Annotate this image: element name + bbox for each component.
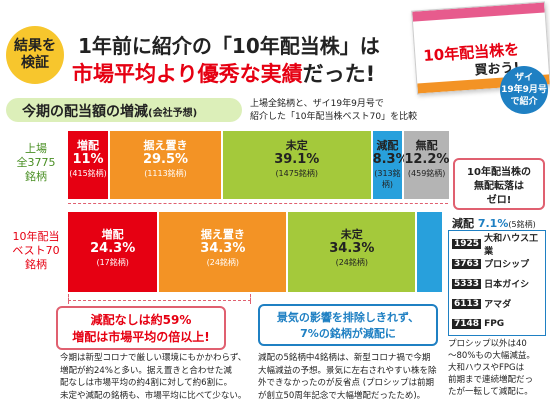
headline-post: は [359,34,380,58]
segment-value: 34.3% [329,241,375,256]
guide-line [68,203,448,204]
segment-value: 8.3% [372,152,409,167]
segment-count: (313銘柄) [374,169,401,189]
segment-name: 未定 [285,139,308,152]
decrease-best70-label: 減配 7.1%(5銘柄) [452,215,536,231]
bar-segment: 未定 34.3% (24銘柄) [288,212,418,292]
decrease-name: 減配 [452,217,474,230]
stock-code: 6113 [452,298,482,309]
decrease-stock-list: 1925 大和ハウス工業 3763 プロシップ 5333 日本ガイシ 6113 アマダ … [448,230,546,336]
no-decrease-callout: 減配なしは約59% 増配は市場平均の倍以上! [56,306,226,350]
bar-all-stocks: 増配 11% (415銘柄) 据え置き 29.5% (1113銘柄) 未定 39.1% (147… [68,131,451,199]
segment-count: (1475銘柄) [275,169,319,178]
segment-name: 据え置き [143,139,188,152]
zero-callout: 10年配当株の 無配転落は ゼロ! [453,158,545,210]
segment-value: 11% [72,152,104,167]
section-note: 上場全銘柄と、ザイ19年9月号で 紹介した「10年配当株ベスト70」を比較 [250,99,418,122]
segment-name: 減配 [376,139,399,152]
segment-name: 増配 [101,228,124,241]
stock-name: アマダ [484,300,512,310]
headline2-post: だった! [302,62,376,86]
headline-pre: 1年前に紹介の [78,34,212,58]
segment-value: 39.1% [274,152,320,167]
bar-segment: 据え置き 34.3% (24銘柄) [159,212,289,292]
stock-code: 5333 [452,278,482,289]
segment-value: 24.3% [90,241,136,256]
body-text-left: 今期は新型コロナで厳しい環境にもかかわらず、 増配が約24%と多い。据え置きと合… [60,353,247,401]
segment-count: (17銘柄) [96,258,129,267]
cover-band [412,2,545,22]
stock-item: 5333 日本ガイシ [452,275,544,292]
guide-bracket-left [68,294,69,304]
bar-segment: 増配 11% (415銘柄) [68,131,111,199]
guide-bracket [68,300,251,301]
segment-value: 34.3% [200,241,246,256]
section-title-small: (会社予想) [148,108,198,119]
section-title-text: 今期の配当額の増減 [22,104,148,120]
decrease-count: (5銘柄) [508,220,536,229]
bar-segment: 減配 8.3% (313銘柄) [372,131,409,199]
headline-line1: 1年前に紹介の「10年配当株」は [78,30,380,59]
stock-name: FPG [484,318,505,329]
row-label-best70: 10年配当 ベスト70 銘柄 [12,230,60,271]
segment-name: 未定 [340,228,363,241]
stock-code: 7148 [452,318,482,329]
segment-value: 29.5% [142,152,189,167]
segment-count: (415銘柄) [69,169,107,178]
stock-item: 7148 FPG [452,315,544,332]
segment-count: (459銘柄) [407,169,446,178]
segment-count: (24銘柄) [206,258,240,267]
row-label-all: 上場 全3775 銘柄 [16,142,56,183]
stock-code: 3763 [452,258,482,269]
decrease-value: 7.1% [477,217,509,230]
bar-segment: 増配 24.3% (17銘柄) [68,212,160,292]
stock-name: プロシップ [484,260,530,270]
segment-name: 据え置き [200,228,245,241]
headline-red: 「10年配当株」 [211,34,360,58]
segment-name: 増配 [77,139,100,152]
stock-name: 大和ハウス工業 [484,233,539,257]
bar-best70: 増配 24.3% (17銘柄) 据え置き 34.3% (24銘柄) 未定 34.3% (24銘柄… [68,212,444,292]
guide-bracket-right [250,294,251,304]
stock-item: 1925 大和ハウス工業 [452,234,544,257]
segment-count: (1113銘柄) [144,169,187,178]
stock-name: 日本ガイシ [484,280,530,290]
bar-segment: 無配 12.2% (459銘柄) [404,131,451,199]
stock-note: プロシップ以外は40 〜80%もの大幅減益。 大和ハウスやFPGは 前期まで連続… [448,339,535,397]
result-badge: 結果を 検証 [6,26,64,84]
bar-segment [417,212,444,292]
stock-code: 1925 [452,238,482,249]
stock-item: 6113 アマダ [452,295,544,312]
section-title: 今期の配当額の増減(会社予想) [6,98,242,122]
headline2-red: 市場平均より優秀な実績 [72,62,303,86]
headline-line2: 市場平均より優秀な実績だった! [72,58,375,88]
segment-value: 12.2% [404,152,450,167]
stock-item: 3763 プロシップ [452,255,544,272]
bar-segment: 据え置き 29.5% (1113銘柄) [110,131,223,199]
magazine-note-badge: ザイ 19年9月号 で紹介 [500,66,548,114]
body-text-right: 減配の5銘柄中4銘柄は、新型コロナ禍で今期 大幅減益の予想。景気に左右されやすい… [258,353,437,401]
segment-count: (24銘柄) [335,258,369,267]
decrease-reason-callout: 景気の影響を排除しきれず、 7%の銘柄が減配に [258,304,438,346]
bar-segment: 未定 39.1% (1475銘柄) [222,131,373,199]
segment-name: 無配 [415,139,438,152]
